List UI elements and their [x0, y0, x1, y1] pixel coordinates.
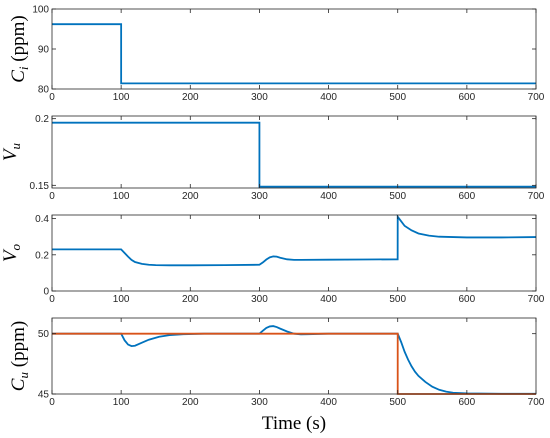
y-tick-label: 80 [38, 85, 50, 96]
subplot-cu: 0 100 200 300 400 500 600 700 45 50 Cu (ppm) [8, 317, 545, 408]
plot-frame [51, 214, 537, 292]
x-tick-label: 600 [459, 92, 476, 103]
x-tick-label: 300 [251, 397, 268, 408]
x-tick-label: 400 [320, 191, 337, 202]
x-tick-label: 700 [528, 92, 545, 103]
x-tick-label: 200 [182, 191, 199, 202]
x-tick-label: 100 [113, 397, 130, 408]
x-tick-label: 400 [320, 92, 337, 103]
y-tick-label: 0.2 [35, 114, 49, 125]
x-tick-label: 300 [251, 92, 268, 103]
y-tick-label: 0.15 [30, 181, 50, 192]
y-tick-label: 50 [38, 329, 50, 340]
x-tick-label: 500 [389, 191, 406, 202]
x-axis-label: Time (s) [262, 413, 326, 434]
y-axis-label: Vu [0, 142, 23, 161]
x-tick-label: 500 [389, 294, 406, 305]
series-line-0 [52, 325, 536, 395]
x-tick-label: 0 [49, 397, 55, 408]
x-tick-label: 600 [459, 397, 476, 408]
x-tick-label: 100 [113, 294, 130, 305]
y-tick-label: 90 [38, 45, 50, 56]
x-tick-label: 300 [251, 191, 268, 202]
x-tick-label: 700 [528, 294, 545, 305]
y-tick-label: 0 [43, 287, 49, 298]
y-tick-label: 0.4 [35, 214, 49, 225]
x-tick-label: 500 [389, 92, 406, 103]
subplot-vu: 0 100 200 300 400 500 600 700 0.15 0.2 Vu [0, 114, 545, 202]
subplot-vo: 0 100 200 300 400 500 600 700 0 0.2 0.4 Vo [0, 214, 545, 305]
series-line-0 [52, 214, 537, 267]
series-line-0 [52, 23, 536, 85]
x-tick-label: 400 [320, 397, 337, 408]
x-tick-label: 0 [49, 191, 55, 202]
x-tick-label: 500 [389, 397, 406, 408]
x-tick-label: 100 [113, 92, 130, 103]
x-tick-label: 700 [528, 191, 545, 202]
x-tick-label: 0 [49, 294, 55, 305]
x-tick-label: 200 [182, 92, 199, 103]
x-tick-label: 600 [459, 191, 476, 202]
series-line-0 [52, 121, 536, 188]
plot-frame [51, 115, 537, 189]
x-tick-label: 700 [528, 397, 545, 408]
x-tick-label: 0 [49, 92, 55, 103]
y-tick-label: 100 [32, 5, 49, 16]
y-axis-label: Vo [0, 243, 23, 262]
series-line-1 [52, 332, 536, 395]
y-axis-label: Cu (ppm) [8, 321, 31, 391]
y-axis-label: Ci (ppm) [8, 15, 31, 83]
plot-frame [51, 317, 537, 395]
x-tick-label: 600 [459, 294, 476, 305]
x-tick-label: 200 [182, 397, 199, 408]
x-tick-label: 100 [113, 191, 130, 202]
x-tick-label: 200 [182, 294, 199, 305]
y-tick-label: 0.2 [35, 250, 49, 261]
y-tick-label: 45 [38, 390, 50, 401]
x-tick-label: 300 [251, 294, 268, 305]
x-tick-label: 400 [320, 294, 337, 305]
plot-frame [51, 8, 537, 90]
